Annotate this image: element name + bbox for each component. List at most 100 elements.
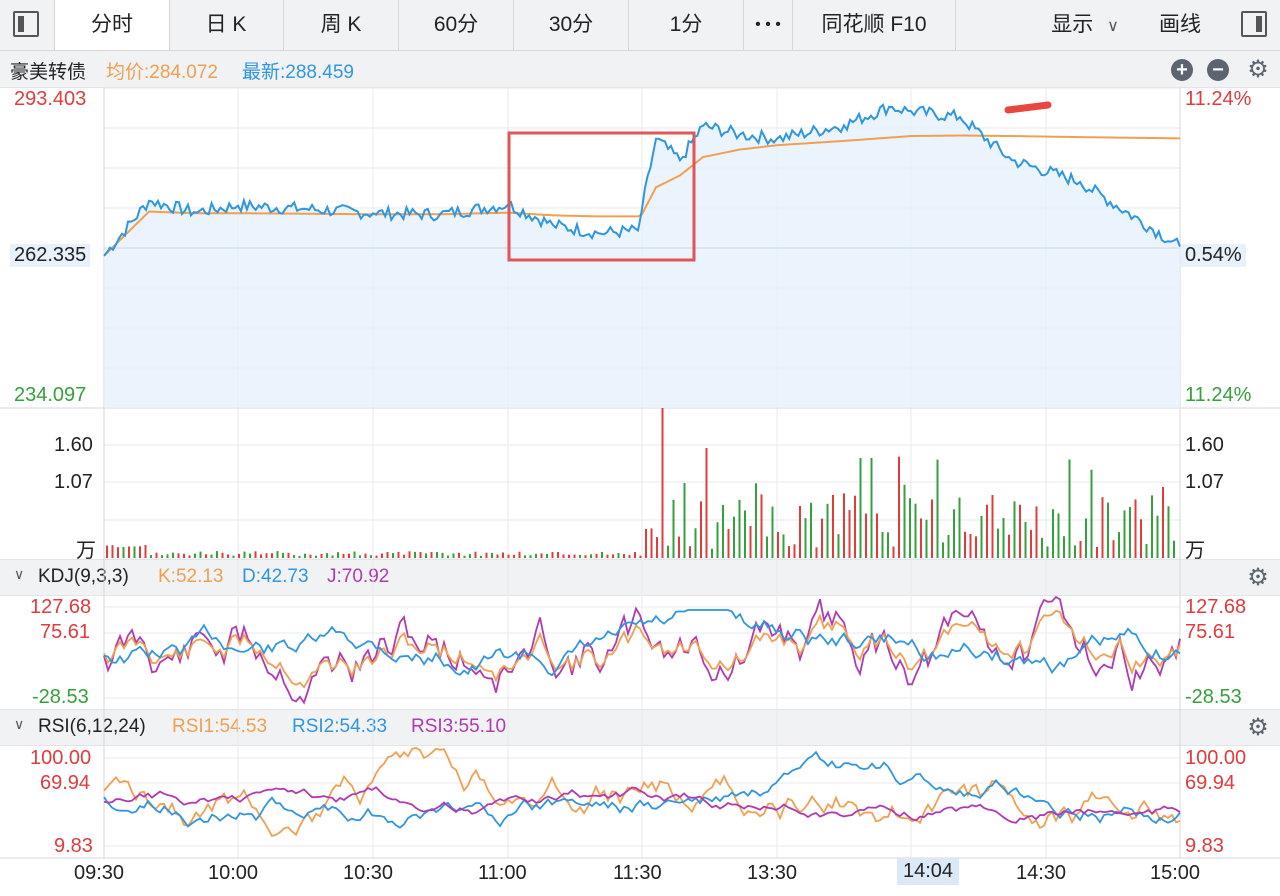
avg-price-value: 均价:284.072 (106, 62, 218, 83)
volume-bar (496, 554, 499, 558)
volume-bar (975, 536, 977, 558)
volume-bar (683, 483, 686, 558)
settings-gear-icon[interactable]: ⚙ (1247, 56, 1269, 83)
kdj-settings-gear-icon[interactable]: ⚙ (1247, 564, 1269, 591)
price-fill-area (104, 104, 1180, 409)
volume-bar (293, 555, 295, 558)
volume-bar (1035, 506, 1038, 558)
price-header: 豪美转债 均价:284.072 最新:288.459 + − ⚙ (0, 51, 1280, 88)
rsi-tick-low-right: 9.83 (1185, 835, 1224, 857)
volume-bar (414, 551, 416, 558)
latest-price-value: 最新:288.459 (242, 62, 354, 83)
volume-bar (425, 553, 427, 558)
volume-bar (766, 536, 768, 558)
volume-bar (1063, 536, 1065, 558)
draw-line-button[interactable]: 画线 (1159, 13, 1201, 36)
volume-bar (227, 554, 229, 558)
volume-bar (326, 553, 328, 558)
security-name: 豪美转债 (10, 62, 87, 83)
tab-weekly-k[interactable]: 周 K (284, 0, 399, 50)
volume-bar (419, 552, 422, 558)
right-panel-toggle[interactable] (1228, 0, 1278, 50)
volume-bar (623, 554, 625, 558)
tab-daily-k[interactable]: 日 K (169, 0, 284, 50)
volume-bar (447, 555, 449, 558)
volume-bar (117, 547, 119, 558)
volume-bar (540, 553, 543, 558)
volume-bar (1156, 515, 1159, 558)
volume-bar (331, 555, 334, 558)
volume-bar (601, 551, 603, 558)
volume-bar (980, 515, 983, 558)
more-tabs-button[interactable]: • • • (744, 0, 793, 50)
kdj-tick-mid-left: 75.61 (40, 621, 91, 643)
volume-bar (441, 552, 444, 558)
volume-bar (370, 555, 372, 558)
volume-bar (392, 553, 394, 558)
volume-bar (826, 503, 829, 558)
volume-bar (364, 553, 367, 558)
tab-1min[interactable]: 1分 (629, 0, 744, 50)
volume-bar (727, 529, 730, 558)
volume-bar (837, 534, 840, 558)
volume-bar (628, 555, 631, 558)
kdj-collapse-icon[interactable]: ∨ (14, 566, 25, 582)
volume-bar (584, 555, 587, 558)
kdj-name[interactable]: KDJ(9,3,3) (38, 566, 129, 587)
volume-bar (590, 554, 592, 558)
volume-bar (848, 509, 851, 558)
tab-30min[interactable]: 30分 (514, 0, 629, 50)
kdj-k-value: K:52.13 (158, 566, 224, 587)
volume-bar (551, 552, 554, 558)
volume-bar (914, 503, 917, 558)
volume-bar (403, 554, 405, 558)
pct-base-label: 0.54% (1181, 244, 1246, 267)
volume-bar (1085, 518, 1087, 558)
volume-bar (793, 544, 796, 558)
kdj-d-value: D:42.73 (242, 566, 309, 587)
volume-bar (161, 555, 163, 558)
volume-bar (1074, 545, 1076, 558)
display-dropdown[interactable]: 显示 ∨ (1035, 0, 1135, 50)
volume-bar (760, 494, 763, 558)
volume-bar (304, 553, 306, 558)
volume-bar (348, 553, 350, 558)
volume-bar (122, 547, 125, 558)
price-base-label: 262.335 (10, 244, 91, 267)
left-panel-toggle[interactable] (0, 0, 50, 50)
volume-bar (430, 552, 433, 558)
volume-bar (194, 553, 196, 558)
zoom-out-icon[interactable]: − (1207, 59, 1229, 81)
volume-bar (964, 531, 966, 558)
volume-bar (694, 528, 697, 558)
volume-bar (188, 555, 191, 558)
volume-bar (936, 459, 939, 558)
rsi1-value: RSI1:54.53 (172, 716, 268, 737)
volume-bar (524, 555, 526, 558)
zoom-in-icon[interactable]: + (1171, 59, 1193, 81)
volume-bar (942, 542, 944, 558)
rsi-header: ∨ RSI(6,12,24) RSI1:54.53 RSI2:54.33 RSI… (0, 709, 1280, 746)
volume-bar (469, 554, 471, 558)
volume-bar (788, 546, 790, 558)
volume-bar (1090, 469, 1093, 558)
volume-bar (755, 483, 757, 558)
volume-bar (139, 546, 141, 558)
tab-intraday[interactable]: 分时 (54, 0, 170, 50)
kdj-k-line (103, 609, 1181, 689)
rsi-settings-gear-icon[interactable]: ⚙ (1247, 714, 1269, 741)
volume-bar (232, 555, 235, 558)
tab-60min[interactable]: 60分 (399, 0, 514, 50)
volume-bar (991, 495, 994, 558)
rsi3-line (103, 786, 1181, 824)
rsi-name[interactable]: RSI(6,12,24) (38, 716, 146, 737)
volume-bar (711, 548, 713, 558)
volume-bar (557, 552, 559, 558)
tab-f10[interactable]: 同花顺 F10 (793, 0, 956, 50)
volume-bar (815, 547, 818, 558)
rsi-collapse-icon[interactable]: ∨ (14, 716, 25, 732)
kdj-tick-top-right: 127.68 (1185, 596, 1247, 618)
volume-bar (705, 448, 708, 558)
volume-bar (1068, 459, 1071, 558)
